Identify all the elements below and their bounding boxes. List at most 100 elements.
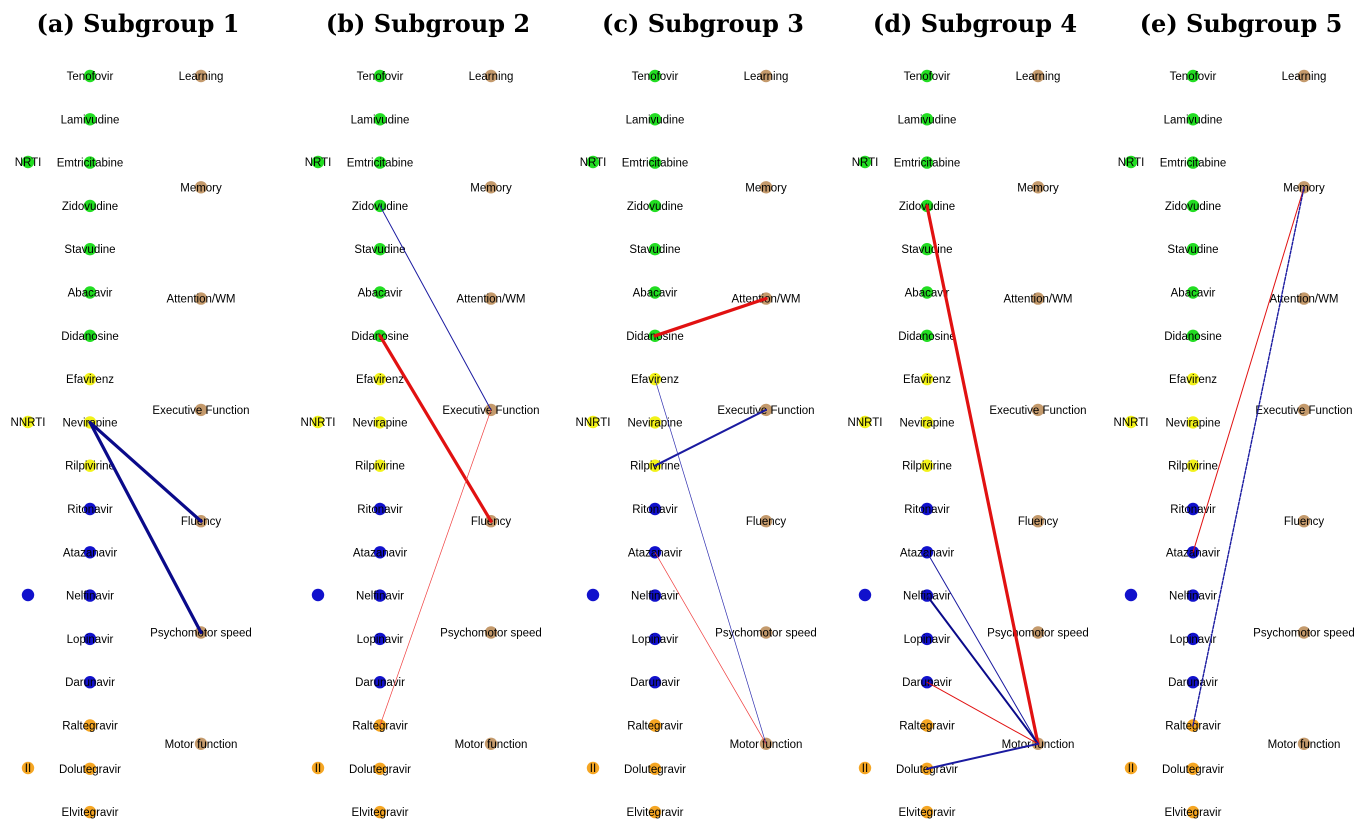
- drug-label-emtricitabine: Emtricitabine: [894, 158, 960, 170]
- drug-label-didanosine: Didanosine: [61, 331, 119, 343]
- edge-darunavir-to-motor-function: [926, 681, 1039, 745]
- drug-node-dolutegravir: [1186, 762, 1200, 775]
- drug-label-ritonavir: Ritonavir: [904, 504, 950, 516]
- drug-node-efavirenz: [1186, 372, 1200, 386]
- drug-label-elvitegravir: Elvitegravir: [352, 807, 409, 819]
- drug-node-dolutegravir: [83, 762, 97, 775]
- drug-label-dolutegravir: Dolutegravir: [59, 764, 121, 776]
- drug-node-tenofovir: [920, 69, 934, 83]
- drug-node-raltegravir: [648, 719, 662, 732]
- drug-node-nelfinavir: [648, 589, 662, 602]
- outcome-label-motor-function: Motor function: [165, 739, 238, 751]
- outcome-label-fluency: Fluency: [1018, 516, 1059, 528]
- drug-node-didanosine: [1186, 329, 1200, 342]
- outcome-node-fluency: [1297, 515, 1311, 528]
- drug-label-emtricitabine: Emtricitabine: [57, 158, 123, 170]
- outcome-label-executive-function: Executive Function: [1255, 405, 1352, 417]
- outcome-node-attention-wm: [484, 292, 498, 305]
- drug-label-rilpivirine: Rilpivirine: [355, 461, 405, 473]
- drug-label-abacavir: Abacavir: [358, 288, 403, 300]
- drug-label-lamivudine: Lamivudine: [61, 114, 120, 126]
- drug-label-atazanavir: Atazanavir: [353, 547, 408, 559]
- drug-label-nevirapine: Nevirapine: [900, 417, 955, 429]
- drug-label-lopinavir: Lopinavir: [357, 634, 404, 646]
- edge-nevirapine-to-psychomotor-speed: [88, 420, 203, 635]
- drug-label-tenofovir: Tenofovir: [904, 71, 951, 83]
- drug-label-zidovudine: Zidovudine: [1165, 201, 1221, 213]
- drug-label-raltegravir: Raltegravir: [62, 721, 118, 733]
- edge-raltegravir-to-executive-function: [379, 409, 492, 726]
- drug-label-raltegravir: Raltegravir: [352, 721, 408, 733]
- drug-node-tenofovir: [1186, 69, 1200, 83]
- drug-label-abacavir: Abacavir: [633, 288, 678, 300]
- outcome-label-attention-wm: Attention/WM: [1269, 294, 1338, 306]
- drug-node-lopinavir: [373, 632, 387, 646]
- class-label-nrti: NRTI: [15, 157, 42, 169]
- outcome-node-attention-wm: [194, 292, 208, 305]
- drug-label-lopinavir: Lopinavir: [1170, 634, 1217, 646]
- panel-title: (e) Subgroup 5: [1140, 9, 1343, 38]
- drug-node-raltegravir: [83, 719, 97, 732]
- class-node-nnrti: [21, 415, 35, 429]
- edge-zidovudine-to-motor-function: [925, 204, 1040, 746]
- class-label-nrti: NRTI: [580, 157, 607, 169]
- outcome-label-fluency: Fluency: [746, 516, 787, 528]
- class-label-ii: II: [1128, 763, 1134, 775]
- drug-label-nelfinavir: Nelfinavir: [1169, 591, 1217, 603]
- drug-node-dolutegravir: [373, 762, 387, 775]
- drug-label-raltegravir: Raltegravir: [899, 721, 955, 733]
- drug-node-lamivudine: [648, 113, 662, 126]
- drug-label-rilpivirine: Rilpivirine: [1168, 461, 1218, 473]
- drug-node-raltegravir: [920, 719, 934, 732]
- drug-label-emtricitabine: Emtricitabine: [622, 158, 688, 170]
- drug-node-tenofovir: [373, 69, 387, 83]
- outcome-node-psychomotor-speed: [1031, 626, 1045, 639]
- class-label-nnrti: NNRTI: [576, 417, 611, 429]
- outcome-node-motor-function: [1297, 737, 1311, 750]
- drug-node-nevirapine: [648, 416, 662, 429]
- class-node-nrti: [858, 155, 872, 169]
- edges: [925, 204, 1040, 770]
- drug-label-dolutegravir: Dolutegravir: [349, 764, 411, 776]
- drug-node-zidovudine: [83, 199, 97, 213]
- class-node-pi: [21, 588, 35, 602]
- outcome-label-learning: Learning: [744, 71, 789, 83]
- class-node-pi: [586, 588, 600, 602]
- edge-didanosine-to-fluency: [378, 334, 493, 523]
- drug-node-emtricitabine: [1186, 156, 1200, 169]
- outcome-label-motor-function: Motor function: [1268, 739, 1341, 751]
- outcome-label-attention-wm: Attention/WM: [1003, 294, 1072, 306]
- class-label-ii: II: [862, 763, 868, 775]
- drug-node-lamivudine: [83, 113, 97, 126]
- drug-node-lamivudine: [920, 113, 934, 126]
- class-label-nrti: NRTI: [305, 157, 332, 169]
- drug-label-elvitegravir: Elvitegravir: [1165, 807, 1222, 819]
- outcome-node-psychomotor-speed: [1297, 626, 1311, 639]
- drug-node-stavudine: [920, 243, 934, 256]
- outcome-node-motor-function: [194, 737, 208, 750]
- drug-node-nevirapine: [1186, 416, 1200, 429]
- drug-node-lamivudine: [1186, 113, 1200, 126]
- class-node-ii: [586, 761, 600, 775]
- drug-label-lopinavir: Lopinavir: [904, 634, 951, 646]
- class-node-pi: [311, 588, 325, 602]
- outcome-node-memory: [194, 181, 208, 194]
- drug-node-ritonavir: [373, 502, 387, 516]
- class-node-pi: [858, 588, 872, 602]
- class-node-nnrti: [586, 415, 600, 429]
- outcome-node-learning: [1297, 69, 1311, 83]
- class-node-pi: [1124, 588, 1138, 602]
- class-label-nrti: NRTI: [852, 157, 879, 169]
- class-node-nrti: [311, 155, 325, 169]
- outcome-node-psychomotor-speed: [759, 626, 773, 639]
- drug-label-nevirapine: Nevirapine: [628, 417, 683, 429]
- drug-node-rilpivirine: [373, 459, 387, 472]
- nodes: NRTI NNRTI II Tenofovir Lamivudine Emtricitab…: [301, 69, 542, 819]
- drug-node-emtricitabine: [83, 156, 97, 169]
- drug-node-efavirenz: [920, 372, 934, 386]
- outcome-label-executive-function: Executive Function: [152, 405, 249, 417]
- drug-node-darunavir: [1186, 676, 1200, 689]
- panel-title: (b) Subgroup 2: [326, 9, 530, 38]
- drug-label-efavirenz: Efavirenz: [356, 374, 404, 386]
